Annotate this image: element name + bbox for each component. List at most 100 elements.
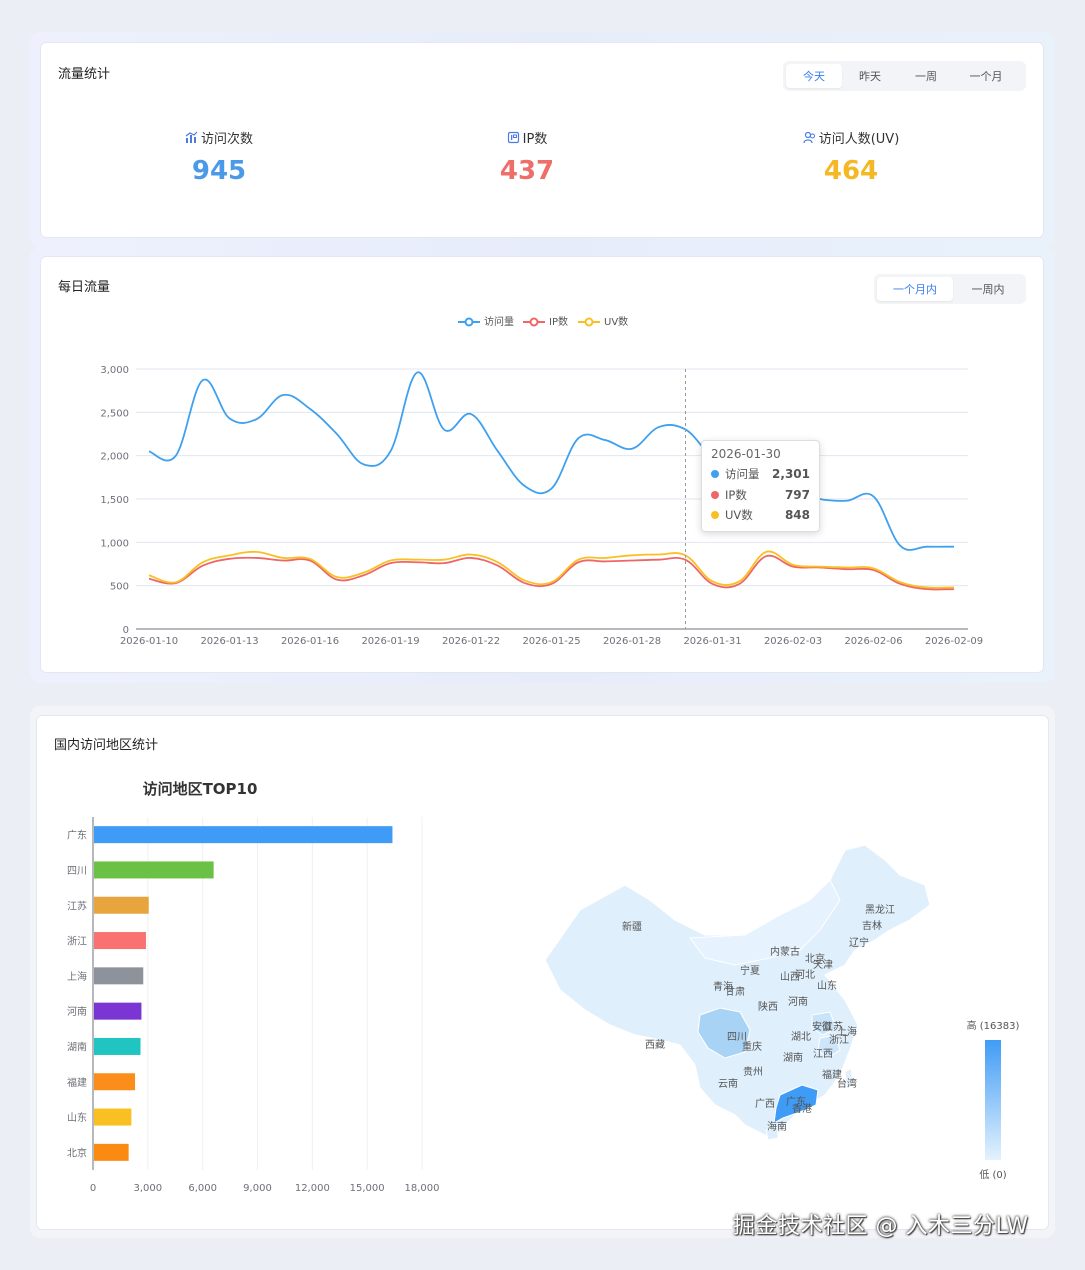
bar-3[interactable] (94, 932, 147, 950)
map-label: 云南 (718, 1077, 738, 1090)
stat-visits-value: 945 (191, 156, 247, 186)
tab-today[interactable]: 今天 (786, 64, 842, 88)
daily-traffic-chart[interactable]: 访问量 IP数 UV数 05001,0001,5002,0002,5003,000 … (0, 0, 1085, 700)
bar-0[interactable] (94, 826, 393, 844)
tab-within-month[interactable]: 一个月内 (877, 277, 953, 301)
traffic-range-tabs: 今天 昨天 一周 一个月 (783, 61, 1026, 91)
tooltip-row-value: 797 (784, 487, 810, 502)
bar-1[interactable] (94, 861, 214, 879)
map-label: 江西 (813, 1048, 833, 1060)
map-label: 黑龙江 (865, 903, 895, 916)
series-line-0[interactable] (148, 371, 955, 551)
x-tick-label: 2026-02-06 (844, 636, 902, 647)
legend-marker-icon (529, 317, 539, 327)
x-tick-label: 2026-02-09 (925, 636, 983, 647)
series-line-1[interactable] (148, 554, 955, 591)
legend-item-1[interactable]: IP数 (523, 315, 568, 328)
map-region-taiwan[interactable] (844, 1067, 854, 1092)
map-region-jiangsu[interactable] (811, 1011, 837, 1036)
x-tick-label: 3,000 (134, 1183, 163, 1194)
y-tick-label: 500 (110, 582, 129, 593)
ip-dot-icon (711, 490, 719, 499)
daily-traffic-card: 每日流量 一个月内 一周内 (40, 256, 1044, 673)
y-tick-label: 1,000 (100, 538, 129, 549)
legend-item-0[interactable]: 访问量 (458, 315, 514, 328)
bar-6[interactable] (94, 1037, 141, 1055)
uv-dot-icon (711, 511, 719, 520)
map-region-guangdong[interactable] (773, 1084, 819, 1124)
x-tick-label: 6,000 (188, 1183, 217, 1194)
ip-icon (507, 131, 519, 144)
legend-item-2[interactable]: UV数 (578, 315, 628, 328)
legend-marker-icon (464, 317, 474, 327)
tooltip-row-visits: 访问量 2,301 (711, 464, 810, 485)
x-tick-label: 2026-01-19 (361, 636, 419, 647)
legend-label: UV数 (604, 315, 628, 328)
map-label: 甘肃 (725, 985, 745, 998)
tooltip-row-ip: IP数 797 (711, 485, 810, 506)
daily-traffic-title: 每日流量 (58, 280, 111, 295)
traffic-stats-title: 流量统计 (58, 67, 111, 82)
region-stats-title: 国内访问地区统计 (54, 738, 159, 753)
bar-8[interactable] (94, 1108, 132, 1126)
map-label: 河北 (795, 969, 815, 981)
bar-7[interactable] (94, 1073, 136, 1091)
series-line-2[interactable] (148, 550, 955, 589)
bar-chart-icon (185, 131, 198, 143)
map-label: 天津 (813, 959, 833, 971)
y-category-label: 江苏 (67, 899, 87, 912)
bar-5[interactable] (94, 1002, 142, 1020)
stat-visits: 访问次数 945 (139, 128, 299, 186)
bar-9[interactable] (94, 1143, 129, 1161)
map-label: 香港 (792, 1103, 812, 1115)
chart-legend[interactable]: 访问量 IP数 UV数 (458, 315, 628, 328)
map-region-hainan[interactable] (765, 1127, 779, 1141)
y-tick-label: 2,000 (100, 452, 129, 463)
stat-uv-value: 464 (823, 156, 879, 186)
map-label: 广西 (755, 1098, 775, 1110)
y-category-label: 四川 (67, 866, 87, 877)
y-category-label: 山东 (67, 1111, 87, 1124)
map-region-zhejiang[interactable] (817, 1034, 841, 1059)
map-label: 海南 (767, 1120, 787, 1133)
map-label: 陕西 (758, 1000, 778, 1013)
map-label: 广东 (786, 1095, 806, 1108)
map-region-neimenggu[interactable] (689, 879, 841, 966)
stat-ip-value: 437 (499, 156, 555, 186)
y-tick-label: 3,000 (100, 365, 129, 376)
stat-uv-label: 访问人数(UV) (818, 132, 900, 147)
map-label: 贵州 (743, 1065, 763, 1078)
tooltip-row-label: 访问量 (725, 467, 760, 482)
bar-2[interactable] (94, 896, 149, 914)
tooltip-row-uv: UV数 848 (711, 505, 810, 526)
tooltip-row-label: UV数 (725, 508, 753, 523)
visual-map-high-label: 高 (16383) (967, 1019, 1020, 1032)
x-tick-label: 2026-02-03 (764, 636, 822, 647)
x-tick-label: 18,000 (405, 1183, 440, 1194)
x-tick-label: 0 (90, 1183, 96, 1194)
x-tick-label: 2026-01-28 (603, 636, 661, 647)
map-label: 上海 (837, 1025, 857, 1038)
map-visual-map[interactable]: 高 (16383) 低 (0) (958, 1015, 1028, 1185)
tab-yesterday[interactable]: 昨天 (859, 70, 881, 83)
map-label: 河南 (788, 995, 808, 1008)
tab-week[interactable]: 一周 (915, 70, 937, 83)
map-label: 湖北 (791, 1031, 811, 1043)
legend-label: 访问量 (484, 315, 514, 328)
map-label: 北京 (805, 952, 825, 965)
map-label: 新疆 (622, 920, 642, 933)
y-category-label: 湖南 (67, 1040, 87, 1053)
tab-month[interactable]: 一个月 (969, 70, 1003, 83)
tab-within-week[interactable]: 一周内 (971, 283, 1005, 296)
daily-range-tabs: 一个月内 一周内 (874, 274, 1026, 304)
map-region-sichuan[interactable] (697, 1007, 751, 1059)
visual-map-low-label: 低 (0) (979, 1168, 1006, 1181)
tooltip-row-value: 848 (784, 508, 810, 523)
y-category-label: 上海 (67, 970, 87, 983)
bar-4[interactable] (94, 967, 144, 985)
visual-map-gradient[interactable] (985, 1040, 1001, 1160)
x-tick-label: 12,000 (295, 1183, 330, 1194)
map-label: 四川 (727, 1032, 747, 1043)
